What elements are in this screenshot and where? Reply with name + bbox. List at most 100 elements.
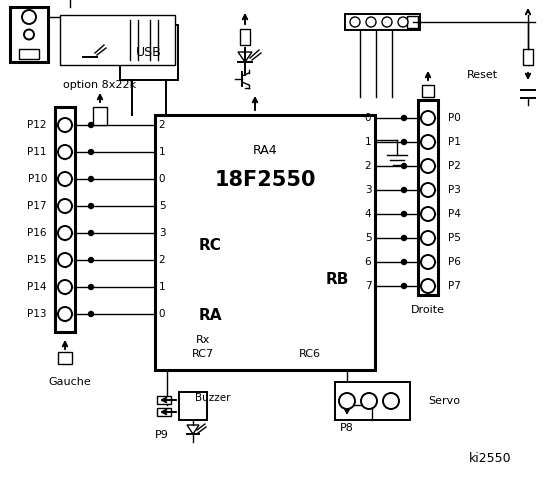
Text: RC7: RC7 bbox=[192, 349, 214, 359]
Circle shape bbox=[58, 118, 72, 132]
Text: P0: P0 bbox=[448, 113, 461, 123]
Text: 5: 5 bbox=[159, 201, 165, 211]
Circle shape bbox=[58, 280, 72, 294]
Circle shape bbox=[58, 172, 72, 186]
Text: Servo: Servo bbox=[428, 396, 460, 406]
Text: RC6: RC6 bbox=[299, 349, 321, 359]
Bar bbox=[155, 115, 375, 370]
Bar bbox=[93, 107, 107, 125]
Polygon shape bbox=[238, 52, 252, 62]
Text: 6: 6 bbox=[364, 257, 371, 267]
Text: P12: P12 bbox=[28, 120, 47, 130]
Circle shape bbox=[421, 159, 435, 173]
Text: 7: 7 bbox=[364, 281, 371, 291]
Circle shape bbox=[88, 204, 93, 208]
Circle shape bbox=[421, 279, 435, 293]
Bar bbox=[407, 16, 418, 28]
Text: Rx: Rx bbox=[196, 335, 210, 345]
Text: P1: P1 bbox=[448, 137, 461, 147]
Circle shape bbox=[401, 284, 406, 288]
Circle shape bbox=[58, 145, 72, 159]
Circle shape bbox=[382, 17, 392, 27]
Text: P14: P14 bbox=[28, 282, 47, 292]
Circle shape bbox=[383, 393, 399, 409]
Circle shape bbox=[88, 177, 93, 181]
Circle shape bbox=[350, 17, 360, 27]
Polygon shape bbox=[187, 425, 199, 434]
Bar bbox=[19, 49, 39, 59]
Circle shape bbox=[401, 188, 406, 192]
Text: option 8x22k: option 8x22k bbox=[64, 80, 137, 90]
Circle shape bbox=[24, 29, 34, 39]
Text: 3: 3 bbox=[364, 185, 371, 195]
Circle shape bbox=[401, 140, 406, 144]
Bar bbox=[120, 25, 178, 80]
Circle shape bbox=[88, 285, 93, 289]
Circle shape bbox=[401, 260, 406, 264]
Text: 0: 0 bbox=[365, 113, 371, 123]
Circle shape bbox=[401, 116, 406, 120]
Circle shape bbox=[401, 212, 406, 216]
Circle shape bbox=[58, 199, 72, 213]
Bar bbox=[58, 352, 72, 364]
Text: P2: P2 bbox=[448, 161, 461, 171]
Text: Gauche: Gauche bbox=[49, 377, 91, 387]
Text: 2: 2 bbox=[159, 120, 165, 130]
Bar bbox=[157, 408, 171, 416]
Text: P17: P17 bbox=[28, 201, 47, 211]
Text: 1: 1 bbox=[159, 147, 165, 157]
Text: 4: 4 bbox=[364, 209, 371, 219]
Bar bbox=[418, 100, 438, 295]
Text: 0: 0 bbox=[159, 174, 165, 184]
Circle shape bbox=[22, 10, 36, 24]
Circle shape bbox=[88, 230, 93, 236]
Circle shape bbox=[88, 149, 93, 155]
Text: 3: 3 bbox=[159, 228, 165, 238]
Text: P6: P6 bbox=[448, 257, 461, 267]
Bar bbox=[157, 396, 171, 404]
Circle shape bbox=[421, 255, 435, 269]
Circle shape bbox=[88, 257, 93, 263]
Bar bbox=[335, 382, 410, 420]
Text: 5: 5 bbox=[364, 233, 371, 243]
Text: P7: P7 bbox=[448, 281, 461, 291]
Bar bbox=[523, 49, 533, 65]
Text: 18F2550: 18F2550 bbox=[214, 170, 316, 190]
Text: 0: 0 bbox=[159, 309, 165, 319]
Text: P15: P15 bbox=[28, 255, 47, 265]
Bar bbox=[179, 392, 207, 420]
Text: P13: P13 bbox=[28, 309, 47, 319]
Text: P16: P16 bbox=[28, 228, 47, 238]
Circle shape bbox=[421, 135, 435, 149]
Text: 1: 1 bbox=[159, 282, 165, 292]
Circle shape bbox=[58, 226, 72, 240]
Text: P4: P4 bbox=[448, 209, 461, 219]
Circle shape bbox=[361, 393, 377, 409]
Circle shape bbox=[339, 393, 355, 409]
Bar bbox=[60, 15, 175, 65]
Text: 2: 2 bbox=[159, 255, 165, 265]
Text: Reset: Reset bbox=[467, 70, 498, 80]
Bar bbox=[10, 7, 48, 62]
Text: RA4: RA4 bbox=[253, 144, 277, 156]
Bar bbox=[345, 14, 420, 30]
Text: P11: P11 bbox=[28, 147, 47, 157]
Circle shape bbox=[421, 183, 435, 197]
Circle shape bbox=[58, 253, 72, 267]
Circle shape bbox=[421, 111, 435, 125]
Text: Droite: Droite bbox=[411, 305, 445, 315]
Circle shape bbox=[366, 17, 376, 27]
Circle shape bbox=[58, 307, 72, 321]
Text: RC: RC bbox=[199, 238, 221, 252]
Text: P9: P9 bbox=[155, 430, 169, 440]
Polygon shape bbox=[83, 47, 97, 57]
Text: RB: RB bbox=[325, 273, 349, 288]
Text: USB: USB bbox=[136, 46, 162, 59]
Text: 1: 1 bbox=[364, 137, 371, 147]
Circle shape bbox=[401, 236, 406, 240]
Bar bbox=[55, 107, 75, 332]
Circle shape bbox=[401, 164, 406, 168]
Text: ki2550: ki2550 bbox=[469, 452, 512, 465]
Text: P3: P3 bbox=[448, 185, 461, 195]
Text: P10: P10 bbox=[28, 174, 47, 184]
